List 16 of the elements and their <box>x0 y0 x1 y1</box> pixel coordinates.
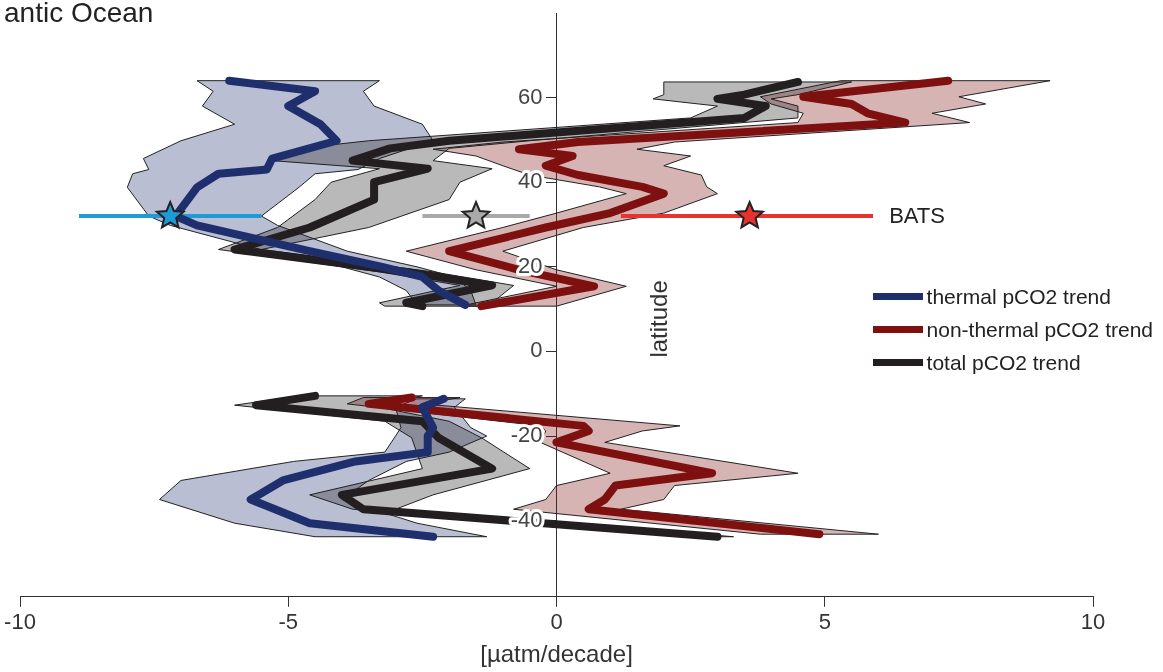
y-tick-label: 0 <box>530 337 543 363</box>
y-tick-label: 60 <box>518 83 543 109</box>
x-tick-label: 0 <box>550 609 563 635</box>
x-tick-label: 10 <box>1080 609 1106 635</box>
legend-label: thermal pCO2 trend <box>926 284 1111 309</box>
x-axis-title: [µatm/decade] <box>480 640 633 668</box>
x-tick-label: -10 <box>4 609 36 635</box>
legend-label: total pCO2 trend <box>926 350 1081 375</box>
chart-title: antic Ocean <box>4 0 154 28</box>
x-tick-label: 5 <box>818 609 831 635</box>
legend-label: non-thermal pCO2 trend <box>926 317 1153 342</box>
y-axis-title: latitude <box>645 280 673 358</box>
x-tick-label: -5 <box>278 609 299 635</box>
y-tick-label: 40 <box>518 168 543 194</box>
y-tick-label: -20 <box>510 422 543 448</box>
annotation: BATS <box>889 203 945 229</box>
